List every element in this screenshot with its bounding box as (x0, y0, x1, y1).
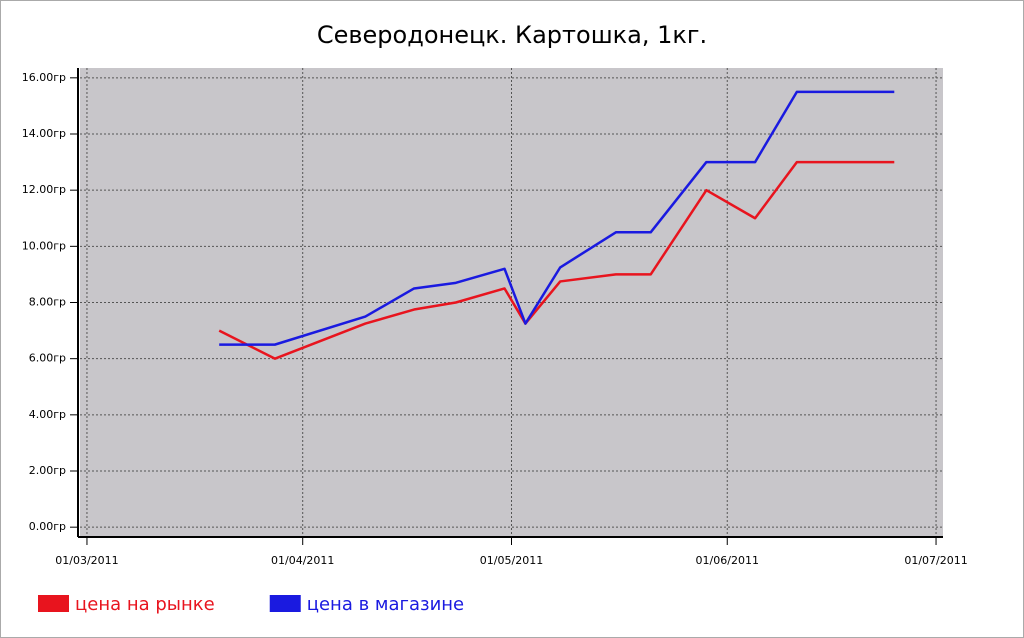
y-tick-label: 6.00гр (29, 352, 66, 365)
legend-swatch (269, 595, 301, 612)
y-tick-label: 10.00гр (22, 239, 66, 252)
y-tick-label: 16.00гр (22, 71, 66, 84)
x-tick-label: 01/05/2011 (480, 554, 543, 567)
y-tick-label: 0.00гр (29, 520, 66, 533)
x-tick-label: 01/04/2011 (271, 554, 334, 567)
series-line (219, 90, 895, 346)
legend-label: цена в магазине (307, 594, 464, 615)
y-tick-label: 12.00гр (22, 183, 66, 196)
y-tick-label: 8.00гр (29, 296, 66, 309)
y-tick-label: 2.00гр (29, 464, 66, 477)
x-tick-label: 01/07/2011 (904, 554, 967, 567)
y-tick-label: 14.00гр (22, 127, 66, 140)
legend-label: цена на рынке (75, 594, 215, 615)
chart-title: Северодонецк. Картошка, 1кг. (317, 21, 707, 49)
legend-swatch (38, 595, 69, 612)
x-tick-label: 01/03/2011 (55, 554, 118, 567)
series-line (218, 160, 895, 360)
x-tick-label: 01/06/2011 (696, 554, 759, 567)
y-tick-label: 4.00гр (29, 408, 66, 421)
